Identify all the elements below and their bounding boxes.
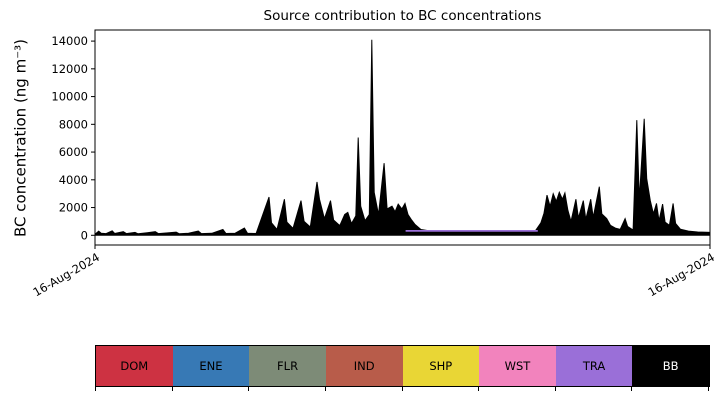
y-tick-label: 10000 — [51, 90, 88, 104]
legend-axis-tick — [171, 386, 173, 391]
y-tick-label: 6000 — [59, 145, 88, 159]
legend-item-tra: TRA — [555, 346, 633, 386]
legend-item-shp: SHP — [402, 346, 480, 386]
legend-axis-tick — [248, 386, 250, 391]
legend-axis-tick — [95, 386, 96, 391]
legend-axis-tick — [401, 386, 403, 391]
y-tick-label: 14000 — [51, 34, 88, 48]
y-tick-label: 2000 — [59, 201, 88, 215]
y-tick-label: 0 — [81, 228, 88, 242]
legend-strip: DOM ENE FLR IND SHP WST TRA BB — [95, 345, 710, 391]
legend-axis-tick — [631, 386, 633, 391]
series-BB-total-black-area — [94, 39, 711, 236]
chart-title: Source contribution to BC concentrations — [263, 8, 542, 24]
legend-axis-tick — [478, 386, 480, 391]
chart-plot-area: 0 2000 4000 6000 8000 10000 12000 14000 — [51, 29, 711, 249]
y-tick-label: 4000 — [59, 173, 88, 187]
legend-item-ene: ENE — [172, 346, 250, 386]
legend-axis-tick — [554, 386, 556, 391]
legend-item-bb: BB — [632, 346, 709, 386]
legend-item-wst: WST — [479, 346, 556, 386]
legend-axis-tick — [708, 386, 709, 391]
axes-box — [94, 29, 711, 246]
legend-item-dom: DOM — [96, 346, 173, 386]
legend-item-ind: IND — [325, 346, 403, 386]
legend-item-flr: FLR — [249, 346, 326, 386]
y-tick-label: 12000 — [51, 62, 88, 76]
y-tick-label: 8000 — [59, 117, 88, 131]
legend-axis-tick — [324, 386, 326, 391]
